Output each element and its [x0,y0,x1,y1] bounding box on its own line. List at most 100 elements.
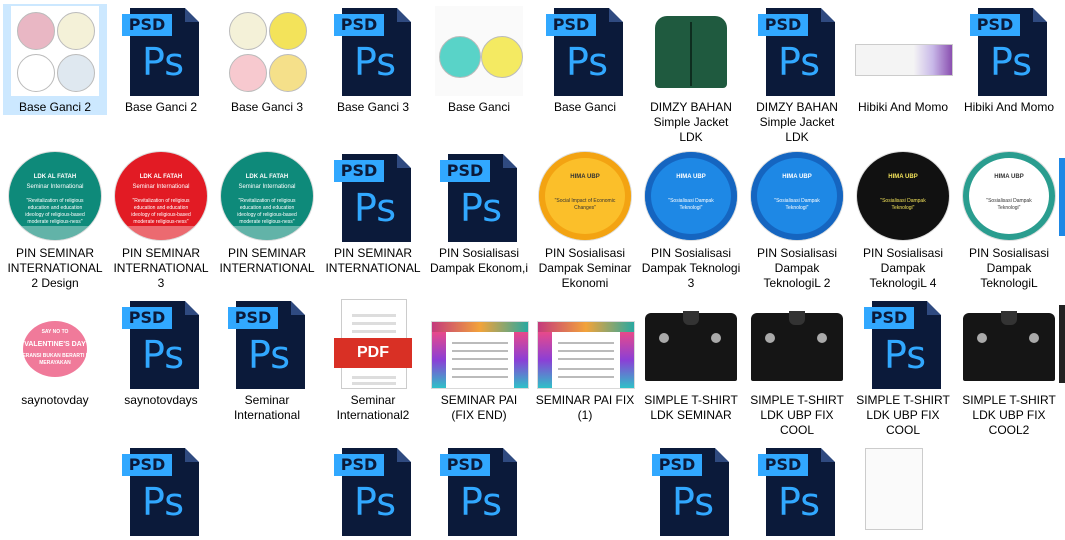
file-name-label: PIN Sosialisasi Dampak Seminar Ekonomi [538,246,632,290]
keychain-thumbnail [223,6,311,96]
keychain-disc [17,54,55,92]
file-item-partial[interactable]: PSD Ps [427,444,531,540]
file-name-label: PIN Sosialisasi Dampak TeknologiL 2 [756,246,838,290]
file-item[interactable]: HIMA UBP "Social Impact of Economic Chang… [533,150,637,291]
file-name-label: Base Ganci 2 [18,100,92,114]
pin-thumbnail: HIMA UBP "Sosialisasi Dampak Teknologi" [645,152,737,240]
pin-title: HIMA UBP [570,174,600,180]
file-thumbnail: PDF [321,297,425,393]
file-thumbnail: PSD Ps [321,4,425,100]
valentine-text: VALENTINE'S DAY [24,341,86,348]
file-item[interactable]: PDF Seminar International2 [321,297,425,423]
file-thumbnail [851,4,955,100]
file-name-label: PIN Sosialisasi Dampak TeknologiL 4 [862,246,944,290]
keychain-disc [57,12,95,50]
pdf-text-line [352,382,396,385]
file-item[interactable]: PSD Ps DIMZY BAHAN Simple Jacket LDK [745,4,849,145]
shirt-logo [765,333,775,343]
file-item[interactable]: HIMA UBP "Sosialisasi Dampak Teknologi" PI… [745,150,849,291]
file-thumbnail [745,297,849,393]
file-item[interactable]: HIMA UBP "Sosialisasi Dampak Teknologi" PI… [639,150,743,291]
file-item[interactable]: HIMA UBP "Sosialisasi Dampak Teknologi" PI… [957,150,1061,291]
file-item[interactable]: SEMINAR PAI (FIX END) [427,297,531,423]
file-item[interactable]: PSD Ps Hibiki And Momo [957,4,1061,115]
file-thumbnail: PSD Ps [745,4,849,100]
file-item[interactable]: PSD Ps Base Ganci 2 [109,4,213,115]
file-item[interactable]: PSD Ps Seminar International [215,297,319,423]
psd-icon-tab: PSD [440,454,490,476]
psd-file-icon: PSD Ps [334,154,411,242]
certificate-left-band [538,332,552,388]
file-item[interactable]: PSD Ps saynotovdays [109,297,213,408]
psd-icon-logo: Ps [354,480,397,524]
psd-icon-logo: Ps [778,480,821,524]
file-name-label: DIMZY BAHAN Simple Jacket LDK [756,100,838,144]
file-item[interactable]: LDK AL FATAH Seminar International "Revita… [215,150,319,276]
file-item[interactable]: PSD Ps PIN SEMINAR INTERNATIONAL [321,150,425,276]
pin-title: HIMA UBP [994,174,1024,180]
pin-thumbnail: HIMA UBP "Sosialisasi Dampak Teknologi" [751,152,843,240]
file-item[interactable]: Base Ganci 2 [3,4,107,115]
psd-icon-tab: PSD [334,14,384,36]
file-item-partial[interactable]: PSD Ps [745,444,849,540]
file-item[interactable]: LDK AL FATAH Seminar International "Revita… [3,150,107,291]
file-name-label: PIN SEMINAR INTERNATIONAL [325,246,421,275]
file-thumbnail [427,4,531,100]
file-thumbnail: PSD Ps [851,297,955,393]
file-name-label: PIN SEMINAR INTERNATIONAL 2 Design [7,246,103,290]
file-item[interactable]: HIMA UBP "Sosialisasi Dampak Teknologi" PI… [851,150,955,291]
pin-title: HIMA UBP [782,174,812,180]
file-item[interactable]: DIMZY BAHAN Simple Jacket LDK [639,4,743,145]
file-name-label: Hibiki And Momo [857,100,949,114]
file-thumbnail: HIMA UBP "Sosialisasi Dampak Teknologi" [639,150,743,246]
file-item[interactable]: SAY NO TO VALENTINE'S DAY TOLERANSI BUKAN … [3,297,107,408]
pin-thumbnail: HIMA UBP "Sosialisasi Dampak Teknologi" [857,152,949,240]
keychain-disc [229,54,267,92]
file-item[interactable]: SIMPLE T-SHIRT LDK UBP FIX COOL [745,297,849,438]
file-thumbnail: PSD Ps [427,150,531,246]
certificate-text-line [558,350,614,352]
file-item[interactable]: SIMPLE T-SHIRT LDK SEMINAR [639,297,743,423]
psd-icon-tab: PSD [652,454,702,476]
file-item[interactable]: PSD Ps PIN Sosialisasi Dampak Ekonom,i [427,150,531,276]
jacket-shape [655,16,727,88]
file-name-label: saynotovdays [124,393,198,407]
file-item[interactable]: Base Ganci 3 [215,4,319,115]
psd-icon-fold [927,301,941,315]
psd-file-icon: PSD Ps [122,301,199,389]
file-item[interactable]: SEMINAR PAI FIX (1) [533,297,637,423]
file-item[interactable]: LDK AL FATAH Seminar International "Revita… [109,150,213,291]
file-thumbnail: LDK AL FATAH Seminar International "Revita… [215,150,319,246]
file-thumbnail: LDK AL FATAH Seminar International "Revita… [3,150,107,246]
file-thumbnail [533,297,637,393]
file-thumbnail: HIMA UBP "Social Impact of Economic Chang… [533,150,637,246]
file-thumbnail: LDK AL FATAH Seminar International "Revita… [109,150,213,246]
file-item[interactable]: PSD Ps Base Ganci [533,4,637,115]
file-item[interactable]: PSD Ps SIMPLE T-SHIRT LDK UBP FIX COOL [851,297,955,438]
pdf-file-icon: PDF [334,299,412,389]
file-item-partial[interactable]: PSD Ps [109,444,213,540]
file-thumbnail: PSD Ps [321,444,425,540]
file-name-label: SEMINAR PAI (FIX END) [440,393,518,422]
file-thumbnail: HIMA UBP "Sosialisasi Dampak Teknologi" [745,150,849,246]
pin-quote: "Revitalization of religious education a… [237,198,297,225]
file-item[interactable]: Hibiki And Momo [851,4,955,115]
file-thumbnail [957,297,1061,393]
shirt-logo [659,333,669,343]
file-item[interactable]: Base Ganci [427,4,531,115]
certificate-header [538,322,634,332]
psd-icon-logo: Ps [142,40,185,84]
file-thumbnail: PSD Ps [957,4,1061,100]
file-item[interactable]: SIMPLE T-SHIRT LDK UBP FIX COOL2 [957,297,1061,438]
file-name-label: Hibiki And Momo [963,100,1055,114]
file-item-partial[interactable]: PSD Ps [321,444,425,540]
psd-icon-logo: Ps [142,480,185,524]
file-item-partial[interactable]: PSD Ps [639,444,743,540]
psd-icon-fold [503,154,517,168]
file-name-label: Base Ganci 2 [124,100,198,114]
psd-file-icon: PSD Ps [440,154,517,242]
certificate-text-line [558,376,614,378]
file-item[interactable]: PSD Ps Base Ganci 3 [321,4,425,115]
psd-file-icon: PSD Ps [122,448,199,536]
pdf-text-line [352,376,396,379]
